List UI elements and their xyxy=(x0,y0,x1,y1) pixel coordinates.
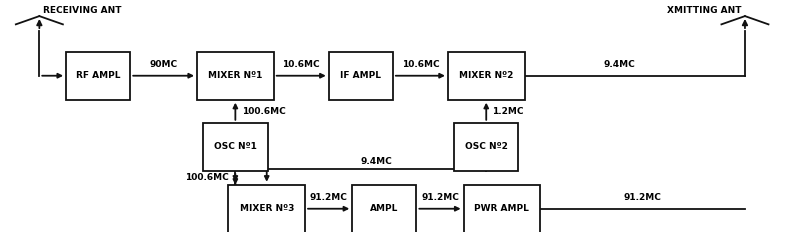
Text: 100.6MC: 100.6MC xyxy=(186,173,229,182)
Text: AMPL: AMPL xyxy=(370,204,398,213)
Text: 10.6MC: 10.6MC xyxy=(402,60,439,69)
Text: IF AMPL: IF AMPL xyxy=(340,71,382,80)
Text: 100.6MC: 100.6MC xyxy=(242,107,286,116)
Bar xyxy=(197,52,274,100)
Text: OSC Nº2: OSC Nº2 xyxy=(465,142,508,151)
Text: 91.2MC: 91.2MC xyxy=(421,193,459,202)
Text: 10.6MC: 10.6MC xyxy=(282,60,320,69)
Bar xyxy=(329,52,393,100)
Text: 91.2MC: 91.2MC xyxy=(624,193,662,202)
Text: 9.4MC: 9.4MC xyxy=(603,60,635,69)
Text: XMITTING ANT: XMITTING ANT xyxy=(666,6,741,15)
Text: 90MC: 90MC xyxy=(150,60,178,69)
Text: PWR AMPL: PWR AMPL xyxy=(474,204,530,213)
Bar xyxy=(463,185,540,233)
Text: OSC Nº1: OSC Nº1 xyxy=(214,142,257,151)
Text: MIXER Nº2: MIXER Nº2 xyxy=(459,71,514,80)
Text: RF AMPL: RF AMPL xyxy=(76,71,121,80)
Bar xyxy=(66,52,130,100)
Text: 91.2MC: 91.2MC xyxy=(310,193,347,202)
Text: 9.4MC: 9.4MC xyxy=(361,157,392,166)
Bar xyxy=(352,185,417,233)
Text: MIXER Nº3: MIXER Nº3 xyxy=(239,204,294,213)
Text: MIXER Nº1: MIXER Nº1 xyxy=(208,71,262,80)
Bar xyxy=(448,52,525,100)
Bar xyxy=(228,185,305,233)
Bar xyxy=(454,123,518,171)
Bar xyxy=(203,123,267,171)
Text: 1.2MC: 1.2MC xyxy=(493,107,524,116)
Text: RECEIVING ANT: RECEIVING ANT xyxy=(43,6,122,15)
